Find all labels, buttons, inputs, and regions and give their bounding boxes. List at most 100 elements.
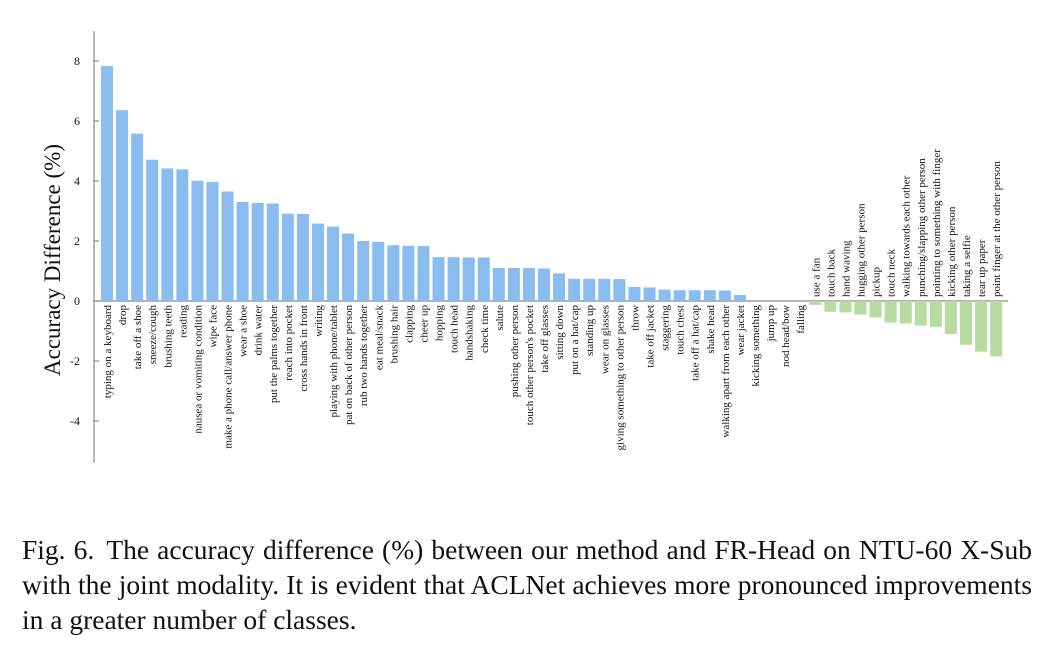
category-label: clapping [403,305,415,343]
category-label: pointing to something with finger [931,149,943,297]
bar [854,301,867,315]
bar [372,241,385,301]
bar [733,295,746,301]
category-label: wear jacket [735,305,747,355]
bar [176,169,189,301]
category-label: brushing teeth [162,305,174,368]
category-label: shake head [705,305,717,354]
bar [568,278,581,301]
category-label: salute [494,305,506,331]
category-label: take off a hat/cap [690,305,702,381]
category-label: playing with phone/tablet [328,305,340,417]
bar [191,180,204,301]
category-label: sneeze/cough [147,305,159,365]
bar [990,301,1003,357]
bar [236,202,249,301]
bar [146,159,159,301]
category-label: nausea or vomiting condition [192,305,204,434]
category-label: check time [479,305,491,353]
bar [507,268,520,301]
bar [311,223,324,301]
category-label: rub two hands together [358,305,370,406]
category-label: put the palms together [268,305,280,403]
bar [477,257,490,301]
category-label: walking towards each other [901,175,913,297]
y-tick-label: 6 [74,114,80,128]
category-label: standing up [584,305,596,357]
bar [281,213,294,301]
bar [206,181,219,301]
category-label: touch back [825,249,837,297]
category-label: typing on a keyboard [102,305,114,399]
category-label: put on a hat/cap [569,305,581,375]
category-label: wipe face [207,305,219,348]
category-label: nod head/bow [780,305,792,367]
category-label: jump up [765,305,777,343]
category-label: drop [117,305,129,326]
bar [327,226,340,301]
category-label: sitting down [554,305,566,360]
bar [251,202,264,301]
bar [357,241,370,301]
category-label: use a fan [810,257,822,297]
category-label: falling [795,305,807,334]
category-label: hugging other person [856,203,868,297]
bar [809,301,822,305]
category-label: make a phone call/answer phone [223,305,235,449]
y-tick-label: 2 [74,234,80,248]
category-label: reading [177,305,189,338]
category-label: point finger at the other person [991,161,1003,297]
category-label: kicking other person [946,206,958,297]
category-label: pushing other person [509,305,521,398]
category-label: punching/slapping other person [916,158,928,297]
bar [538,268,551,301]
figure-caption-text: The accuracy difference (%) between our … [22,534,1033,635]
bar [718,290,731,301]
y-tick-label: 8 [74,54,80,68]
category-label: hopping [434,305,446,342]
bar [613,279,626,301]
category-label: wear a shoe [238,305,250,357]
bar [131,133,144,301]
figure-caption-label: Fig. 6. [22,534,95,565]
category-label: hand waving [840,240,852,297]
bar [673,290,686,301]
bar [417,246,430,301]
bar [959,301,972,345]
category-label: kicking something [750,305,762,387]
bar [432,257,445,301]
bar [116,110,129,301]
bar [688,290,701,301]
category-label: writing [313,305,325,337]
category-label: eat meal/snack [373,305,385,371]
category-label: cheer up [418,305,430,343]
figure-caption: Fig. 6. The accuracy difference (%) betwe… [22,532,1032,637]
bar [703,290,716,301]
bars [101,66,1003,357]
bar [884,301,897,323]
bar [462,257,475,301]
bar [522,268,535,301]
bar [266,203,279,301]
category-label: brushing hair [388,305,400,364]
bar [975,301,988,352]
bar [296,214,309,301]
bar [402,245,415,301]
bar [839,301,852,313]
category-label: touch chest [675,305,687,355]
category-label: touch neck [886,249,898,297]
category-label: pat on back of other person [343,305,355,426]
bar [447,257,460,301]
y-tick-label: 4 [74,174,80,188]
category-label: drink water [253,305,265,356]
bar [492,268,505,301]
category-label: throw [629,305,641,331]
bar [929,301,942,327]
bar [342,233,355,301]
category-label: take off glasses [539,305,551,373]
category-label: wear on glasses [599,305,611,374]
bar [643,287,656,301]
bar [161,168,174,301]
category-label: take off jacket [645,305,657,368]
